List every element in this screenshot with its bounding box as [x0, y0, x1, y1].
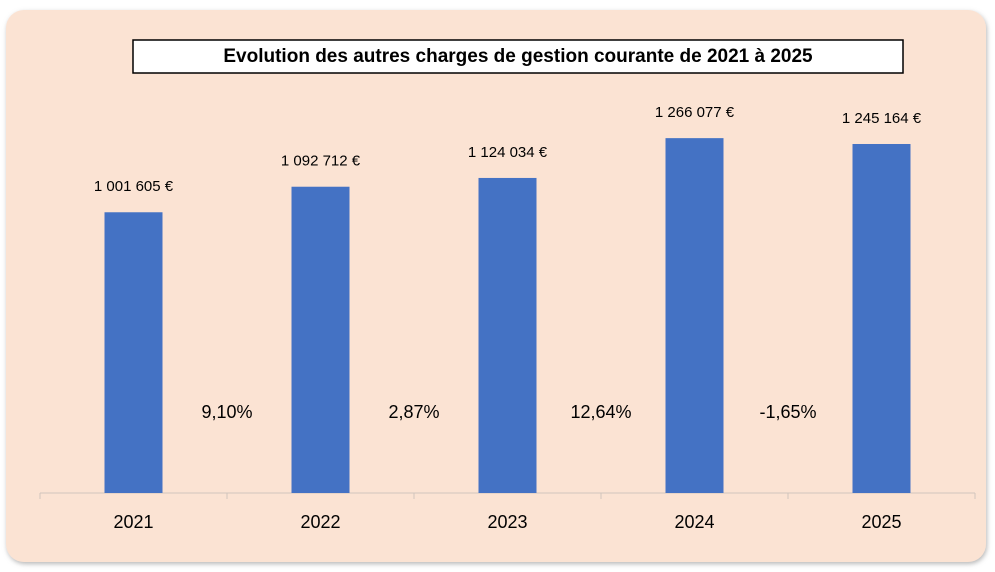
- data-label: 1 245 164 €: [842, 110, 922, 127]
- data-label: 1 124 034 €: [468, 144, 548, 161]
- x-tick-label: 2022: [300, 512, 340, 532]
- data-label: 1 092 712 €: [281, 153, 361, 170]
- data-label: 1 001 605 €: [94, 178, 174, 195]
- bar: [665, 138, 724, 493]
- x-tick-label: 2025: [861, 512, 901, 532]
- x-tick-label: 2023: [487, 512, 527, 532]
- growth-label: 12,64%: [570, 402, 631, 422]
- bar: [291, 186, 350, 493]
- bar: [478, 177, 537, 493]
- x-tick-label: 2024: [674, 512, 714, 532]
- growth-label: -1,65%: [759, 402, 816, 422]
- bar: [852, 143, 911, 493]
- bar: [104, 212, 163, 494]
- chart-title: Evolution des autres charges de gestion …: [223, 46, 813, 67]
- growth-label: 9,10%: [201, 402, 252, 422]
- data-label: 1 266 077 €: [655, 104, 735, 121]
- x-tick-label: 2021: [113, 512, 153, 532]
- title-box: [132, 39, 904, 74]
- growth-label: 2,87%: [388, 402, 439, 422]
